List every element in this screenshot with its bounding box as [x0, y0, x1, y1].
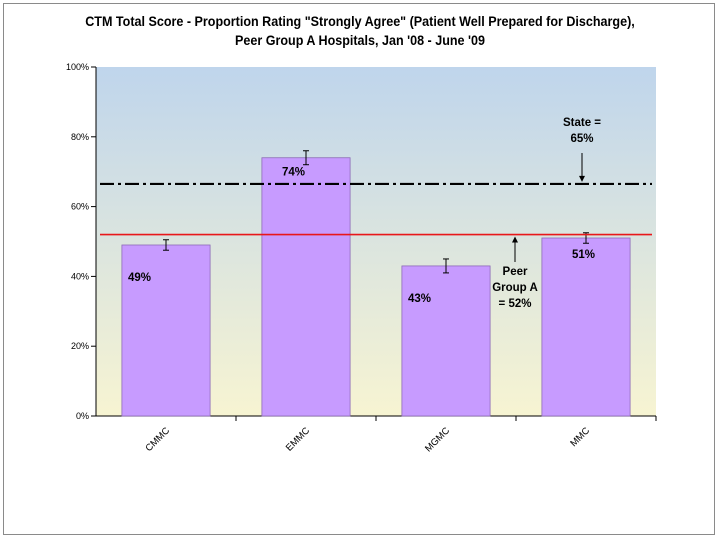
x-tick-label: EMMC [284, 425, 312, 453]
state-arrowhead [579, 175, 585, 182]
data-label: 43% [408, 293, 431, 305]
data-label: 74% [282, 167, 305, 179]
peer-group-annotation-text: Group A [492, 282, 538, 294]
state-annotation-text: 65% [570, 133, 593, 145]
data-label: 51% [572, 249, 595, 261]
chart-title-line-2: Peer Group A Hospitals, Jan '08 - June '… [235, 33, 485, 48]
chart-title-line-1: CTM Total Score - Proportion Rating "Str… [85, 14, 635, 29]
peer-group-annotation-text: Peer [503, 266, 528, 278]
data-label: 49% [128, 272, 151, 284]
x-tick-label: MMC [568, 425, 592, 449]
y-tick-label: 60% [71, 202, 89, 212]
bar [261, 157, 351, 417]
y-tick-label: 100% [66, 62, 89, 72]
peer-group-arrowhead [512, 236, 518, 243]
y-tick-label: 40% [71, 271, 89, 281]
bar [541, 237, 631, 417]
x-tick-label: CMMC [143, 425, 172, 454]
bar [121, 244, 211, 417]
peer-group-annotation-text: = 52% [499, 298, 532, 310]
y-tick-label: 80% [71, 132, 89, 142]
x-tick-label: MGMC [423, 425, 452, 454]
bar [401, 265, 491, 417]
state-annotation-text: State = [563, 117, 601, 129]
y-tick-label: 0% [76, 411, 89, 421]
y-tick-label: 20% [71, 341, 89, 351]
chart-title: CTM Total Score - Proportion Rating "Str… [25, 12, 695, 50]
